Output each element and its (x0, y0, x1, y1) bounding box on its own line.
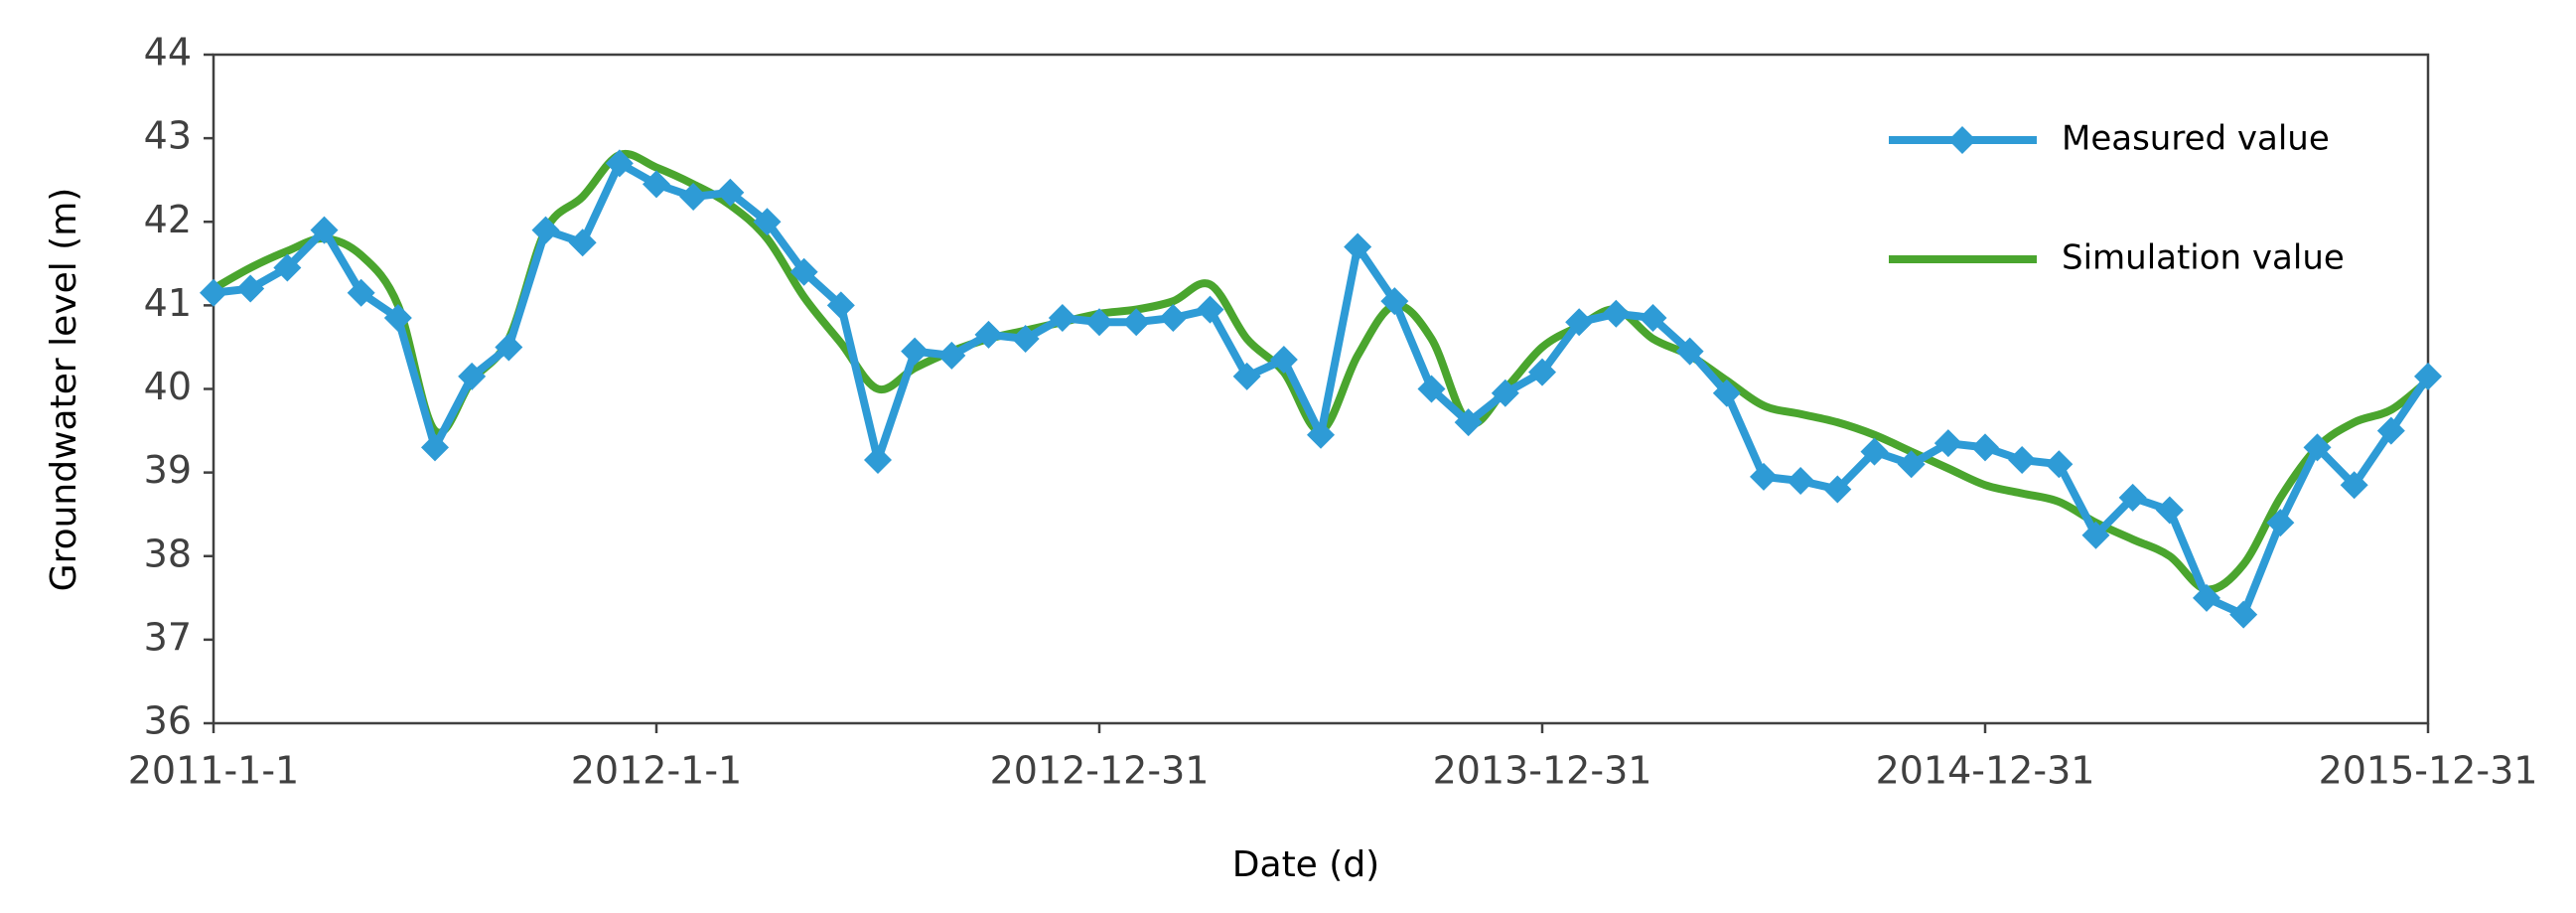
point-marker (679, 183, 708, 212)
point-marker (273, 253, 302, 282)
point-marker (1675, 337, 1704, 366)
point-marker (605, 149, 634, 178)
point-marker (310, 216, 339, 244)
point-marker (789, 257, 818, 286)
point-marker (1971, 433, 1999, 462)
point-marker (531, 216, 560, 244)
legend-marker (1948, 126, 1976, 154)
point-marker (753, 208, 782, 236)
y-axis-title: Groundwater level (m) (44, 188, 84, 592)
point-marker (458, 362, 487, 390)
point-marker (1639, 303, 1667, 332)
point-marker (643, 170, 670, 199)
point-marker (1491, 379, 1519, 407)
point-marker (826, 291, 855, 320)
point-marker (1712, 379, 1741, 407)
x-tick-label: 2011-1-1 (128, 749, 299, 793)
y-tick-label: 42 (144, 198, 192, 241)
x-tick-label: 2012-1-1 (571, 749, 742, 793)
point-marker (1528, 358, 1556, 386)
y-tick-label: 41 (144, 281, 192, 325)
y-tick-label: 37 (144, 615, 192, 659)
x-tick-label: 2015-12-31 (2319, 749, 2538, 793)
point-marker (1232, 362, 1261, 390)
point-marker (1122, 308, 1151, 337)
point-marker (2414, 362, 2442, 390)
legend-label: Measured value (2062, 119, 2330, 159)
point-marker (200, 278, 227, 307)
point-marker (421, 433, 449, 462)
point-marker (1417, 375, 1446, 403)
y-tick-label: 39 (144, 448, 192, 492)
point-marker (1860, 437, 1889, 466)
point-marker (937, 341, 966, 370)
point-marker (2045, 450, 2074, 479)
point-marker (495, 333, 523, 362)
point-marker (2303, 433, 2332, 462)
point-marker (2193, 583, 2220, 612)
point-marker (901, 337, 930, 366)
point-marker (1897, 450, 1926, 479)
y-tick-label: 38 (144, 532, 192, 575)
legend-label: Simulation value (2062, 238, 2345, 278)
y-tick-label: 43 (144, 114, 192, 158)
y-tick-label: 40 (144, 365, 192, 408)
point-marker (1602, 299, 1631, 328)
point-marker (236, 274, 265, 303)
point-marker (1380, 287, 1409, 316)
point-marker (2155, 496, 2184, 525)
point-marker (1787, 467, 1815, 496)
y-tick-label: 36 (144, 699, 192, 743)
point-marker (2340, 471, 2368, 500)
point-marker (383, 303, 412, 332)
point-marker (2229, 600, 2258, 629)
point-marker (2118, 483, 2147, 512)
point-marker (1048, 303, 1076, 332)
y-tick-label: 44 (144, 31, 192, 75)
point-marker (2266, 509, 2295, 537)
point-marker (1196, 295, 1224, 324)
point-marker (568, 228, 597, 257)
point-marker (1011, 325, 1040, 354)
point-marker (1823, 475, 1852, 504)
point-marker (974, 320, 1003, 349)
point-marker (1750, 462, 1778, 491)
x-tick-label: 2014-12-31 (1876, 749, 2095, 793)
point-marker (1344, 232, 1372, 261)
point-marker (1565, 308, 1594, 337)
point-marker (1454, 408, 1483, 437)
point-marker (2081, 521, 2110, 549)
point-marker (1269, 346, 1298, 375)
point-marker (716, 178, 745, 207)
x-tick-label: 2013-12-31 (1433, 749, 1652, 793)
point-marker (2008, 446, 2037, 475)
point-marker (1159, 303, 1188, 332)
point-marker (1085, 308, 1113, 337)
x-axis-title: Date (d) (1232, 844, 1379, 885)
point-marker (1307, 420, 1335, 449)
point-marker (864, 446, 892, 475)
point-marker (1933, 429, 1962, 458)
point-marker (347, 278, 375, 307)
x-tick-label: 2012-12-31 (990, 749, 1210, 793)
point-marker (2376, 416, 2405, 445)
